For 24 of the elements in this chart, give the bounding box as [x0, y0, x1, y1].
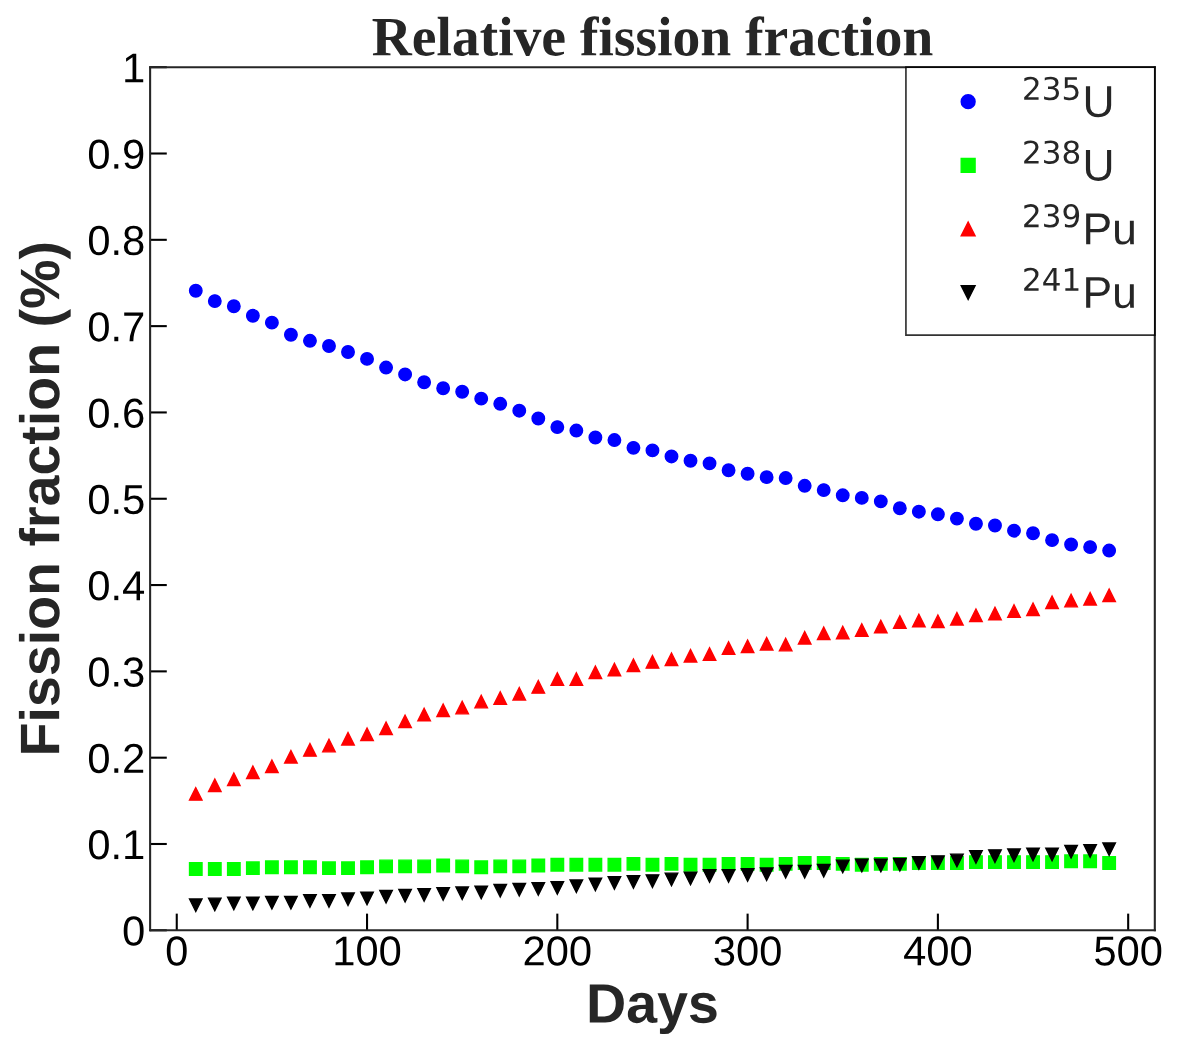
x-tick-label: 400 — [904, 936, 972, 966]
y-tick-label: 0.5 — [88, 484, 144, 515]
legend-label: $^{238}$U — [1024, 140, 1112, 181]
y-tick-label: 0.3 — [88, 657, 144, 687]
y-tick-label: 0.8 — [88, 225, 144, 256]
y-tick-label: 0.1 — [88, 829, 144, 860]
legend-label: $^{241}$Pu — [1024, 267, 1134, 309]
y-tick-label: 0.6 — [88, 398, 144, 428]
x-tick-label: 500 — [1095, 936, 1162, 966]
y-tick-label: 0.2 — [88, 743, 144, 774]
x-tick-label: 300 — [714, 936, 781, 966]
y-tick-label: 0 — [123, 916, 144, 946]
x-tick-label: 0 — [166, 936, 187, 966]
legend-label: $^{235}$U — [1024, 76, 1112, 118]
x-tick-label: 200 — [524, 936, 591, 966]
y-tick-label: 0.7 — [88, 312, 144, 342]
x-tick-label: 100 — [335, 936, 401, 966]
legend-label: $^{239}$Pu — [1024, 204, 1134, 245]
y-tick-label: 1 — [125, 53, 144, 83]
y-tick-label: 0.9 — [88, 139, 144, 170]
y-tick-label: 0.4 — [88, 571, 145, 601]
y-axis-title: Fission fraction (%) — [18, 243, 71, 753]
x-axis-title: Days — [589, 984, 717, 1035]
chart-title: Relative fission fraction — [372, 16, 933, 56]
